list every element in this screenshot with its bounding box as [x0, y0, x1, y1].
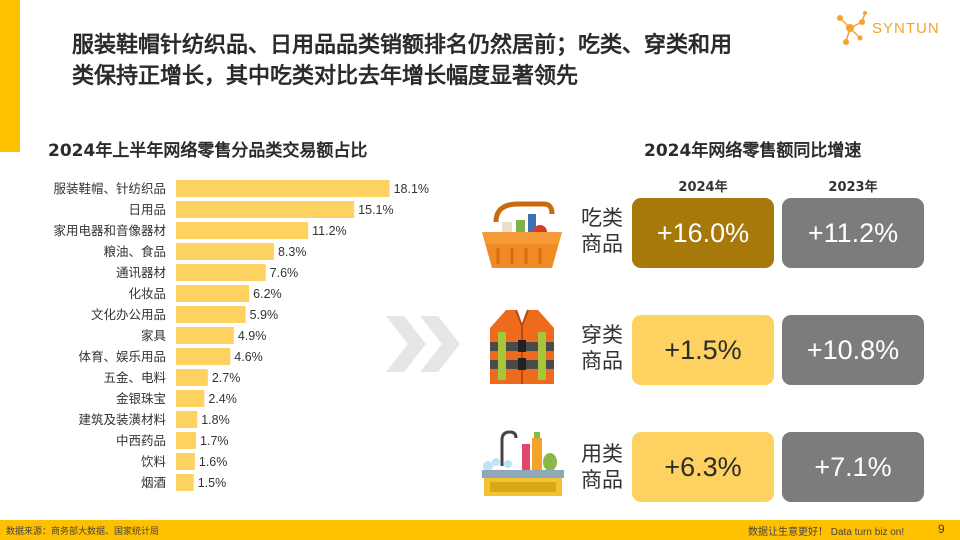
share-bar [176, 369, 208, 386]
category-label: 金银珠宝 [116, 391, 166, 406]
category-label: 烟酒 [141, 475, 166, 490]
share-bar [176, 285, 250, 302]
food-growth-2023: +11.2% [782, 198, 924, 268]
bar-value-label: 1.7% [200, 434, 229, 448]
share-bar [176, 474, 194, 491]
syntun-logo: SYNTUN [832, 8, 952, 50]
row-label-food: 吃类 商品 [576, 205, 628, 257]
clothing-growth-2024: +1.5% [632, 315, 774, 385]
footer-slogan: 数据让生意更好！ Data turn biz on! [748, 527, 905, 538]
category-label: 饮料 [141, 454, 167, 469]
category-label: 服装鞋帽、针纺织品 [53, 181, 166, 196]
row-label-daily-line-2: 商品 [581, 468, 623, 492]
daily-growth-2024: +6.3% [632, 432, 774, 502]
bar-value-label: 8.3% [278, 245, 307, 259]
category-label: 通讯器材 [116, 265, 166, 280]
category-label: 日用品 [128, 202, 166, 217]
row-label-clothing-line-2: 商品 [581, 349, 623, 373]
daily-growth-2023: +7.1% [782, 432, 924, 502]
bar-value-label: 1.5% [198, 476, 227, 490]
row-label-daily-line-1: 用类 [581, 442, 623, 466]
bar-value-label: 6.2% [253, 287, 282, 301]
row-label-clothing: 穿类 商品 [576, 322, 628, 374]
row-label-food-line-2: 商品 [581, 232, 623, 256]
page-title: 服装鞋帽针纺织品、日用品品类销额排名仍然居前；吃类、穿类和用 类保持正增长，其中… [72, 30, 832, 92]
life-vest-icon [490, 309, 554, 384]
row-label-clothing-line-1: 穿类 [581, 323, 623, 347]
bar-value-label: 7.6% [270, 266, 299, 280]
category-label: 中西药品 [116, 433, 166, 448]
bar-chart-title: 2024年上半年网络零售分品类交易额占比 [48, 141, 368, 161]
logo-text: SYNTUN [872, 20, 940, 37]
page-title-line-2: 类保持正增长，其中吃类对比去年增长幅度显著领先 [72, 64, 579, 89]
category-label: 粮油、食品 [103, 244, 166, 259]
share-bar [176, 306, 246, 323]
category-label: 化妆品 [128, 286, 166, 301]
share-bar [176, 264, 266, 281]
row-label-daily: 用类 商品 [576, 441, 628, 493]
basket-icon [482, 201, 562, 268]
category-label: 家用电器和音像器材 [53, 223, 166, 238]
share-bar [176, 180, 390, 197]
category-label: 建筑及装潢材料 [78, 412, 166, 427]
share-bar [176, 390, 205, 407]
share-bar [176, 453, 195, 470]
share-bar [176, 243, 274, 260]
category-label: 家具 [141, 328, 167, 343]
bar-value-label: 1.6% [199, 455, 228, 469]
footer-source: 数据来源：商务部大数据、国家统计局 [6, 527, 160, 537]
share-bar [176, 201, 355, 218]
cleaning-supplies-icon [482, 430, 564, 496]
clothing-growth-2023: +10.8% [782, 315, 924, 385]
column-header-2024: 2024年 [678, 180, 728, 195]
row-label-food-line-1: 吃类 [581, 206, 623, 230]
bar-value-label: 1.8% [201, 413, 230, 427]
accent-bar [0, 0, 20, 152]
share-bar [176, 327, 234, 344]
bar-value-label: 2.4% [208, 392, 237, 406]
category-label: 体育、娱乐用品 [78, 349, 166, 364]
logo-mark-icon [837, 11, 867, 45]
category-label: 五金、电料 [103, 370, 166, 385]
chevron-right-icon [386, 316, 460, 372]
share-bar [176, 432, 197, 449]
share-bar [176, 222, 309, 239]
food-growth-2024: +16.0% [632, 198, 774, 268]
bar-value-label: 4.6% [234, 350, 263, 364]
bar-value-label: 5.9% [250, 308, 279, 322]
page-number: 9 [938, 522, 945, 536]
bar-value-label: 15.1% [358, 203, 393, 217]
footer-bar: 数据来源：商务部大数据、国家统计局 数据让生意更好！ Data turn biz… [0, 520, 960, 540]
bar-value-label: 4.9% [238, 329, 267, 343]
page-title-line-1: 服装鞋帽针纺织品、日用品品类销额排名仍然居前；吃类、穿类和用 [72, 33, 733, 58]
bar-value-label: 18.1% [394, 182, 429, 196]
growth-table-title: 2024年网络零售额同比增速 [644, 141, 862, 161]
column-header-2023: 2023年 [828, 180, 878, 195]
share-bar [176, 411, 198, 428]
bar-value-label: 11.2% [312, 224, 347, 238]
share-bar [176, 348, 231, 365]
category-share-bar-chart: 服装鞋帽、针纺织品 18.1% 日用品 15.1% 家用电器和音像器材 11.2% 粮油、食… [53, 180, 429, 491]
category-label: 文化办公用品 [91, 307, 166, 322]
bar-value-label: 2.7% [212, 371, 241, 385]
